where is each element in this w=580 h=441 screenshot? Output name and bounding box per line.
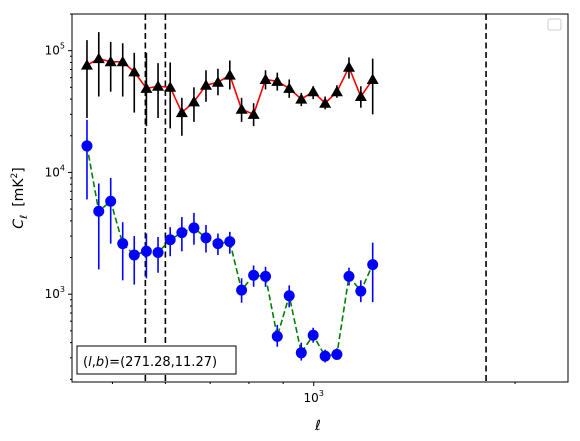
triangle-marker	[354, 90, 367, 102]
triangle-marker	[92, 52, 105, 64]
y-tick-label: 103	[45, 285, 65, 301]
triangle-marker	[319, 97, 332, 108]
circle-marker	[140, 245, 152, 257]
circle-marker	[117, 238, 129, 250]
triangle-marker	[175, 106, 188, 118]
svg-text:(l,b)=(271.28,11.27): (l,b)=(271.28,11.27)	[83, 355, 217, 370]
triangle-marker	[259, 73, 272, 84]
triangle-marker	[80, 59, 93, 70]
circle-marker	[212, 238, 224, 250]
x-axis-label: ℓ	[314, 418, 321, 434]
triangle-marker	[223, 69, 236, 80]
x-tick-label: 103	[304, 389, 324, 405]
y-label-symbol: C	[11, 219, 27, 229]
circle-marker	[355, 285, 367, 297]
circle-marker	[200, 232, 212, 244]
triangle-marker	[187, 95, 200, 107]
circle-marker	[367, 259, 379, 271]
circle-marker	[224, 236, 236, 248]
circle-marker	[295, 347, 307, 359]
triangle-marker	[128, 65, 141, 77]
y-label-subscript: ℓ	[19, 215, 30, 219]
circle-marker	[188, 222, 200, 234]
triangle-marker	[164, 81, 177, 92]
circle-marker	[343, 270, 355, 282]
y-tick-label: 104	[45, 163, 65, 179]
annotation-b: b	[96, 355, 104, 370]
triangle-marker	[342, 61, 355, 72]
triangle-marker	[247, 108, 260, 119]
annotation-l: l	[88, 355, 92, 370]
circle-marker	[331, 348, 343, 360]
circle-marker	[128, 249, 140, 261]
triangle-marker	[199, 79, 212, 90]
data-series	[80, 32, 379, 136]
y-label-unit-exponent: 2	[10, 173, 20, 179]
circle-marker	[93, 205, 105, 217]
plot-layer	[80, 14, 487, 382]
circle-marker	[307, 329, 319, 341]
data-series	[81, 119, 379, 363]
annotation-prefix: (	[83, 355, 88, 370]
circle-marker	[248, 269, 260, 281]
circle-marker	[260, 270, 272, 282]
circle-marker	[283, 290, 295, 302]
y-label-unit: [mK	[11, 178, 27, 207]
plot-frame	[71, 13, 569, 383]
triangle-marker	[235, 103, 248, 114]
triangle-marker	[271, 75, 284, 86]
triangle-marker	[116, 55, 129, 67]
circle-marker	[164, 234, 176, 246]
triangle-marker	[366, 73, 379, 84]
annotation-box: (l,b)=(271.28,11.27)	[76, 345, 237, 375]
triangle-marker	[152, 80, 165, 91]
circle-marker	[236, 284, 248, 296]
y-tick-label: 105	[45, 42, 65, 58]
y-axis-label: Cℓ [mK2]	[10, 167, 30, 228]
circle-marker	[271, 330, 283, 342]
triangle-marker	[211, 76, 224, 87]
y-label-unit-close: ]	[11, 167, 27, 172]
triangle-marker	[307, 85, 320, 97]
circle-marker	[105, 195, 117, 207]
legend-box	[547, 18, 562, 31]
triangle-marker	[104, 55, 117, 67]
circle-marker	[81, 140, 93, 152]
triangle-marker	[283, 82, 296, 93]
circle-marker	[152, 246, 164, 258]
triangle-marker	[140, 82, 153, 93]
circle-marker	[176, 227, 188, 239]
annotation-comma: ,	[92, 355, 96, 370]
triangle-marker	[330, 85, 343, 97]
circle-marker	[319, 350, 331, 362]
annotation-coords: )=(271.28,11.27)	[104, 355, 217, 370]
triangle-marker	[295, 93, 308, 104]
